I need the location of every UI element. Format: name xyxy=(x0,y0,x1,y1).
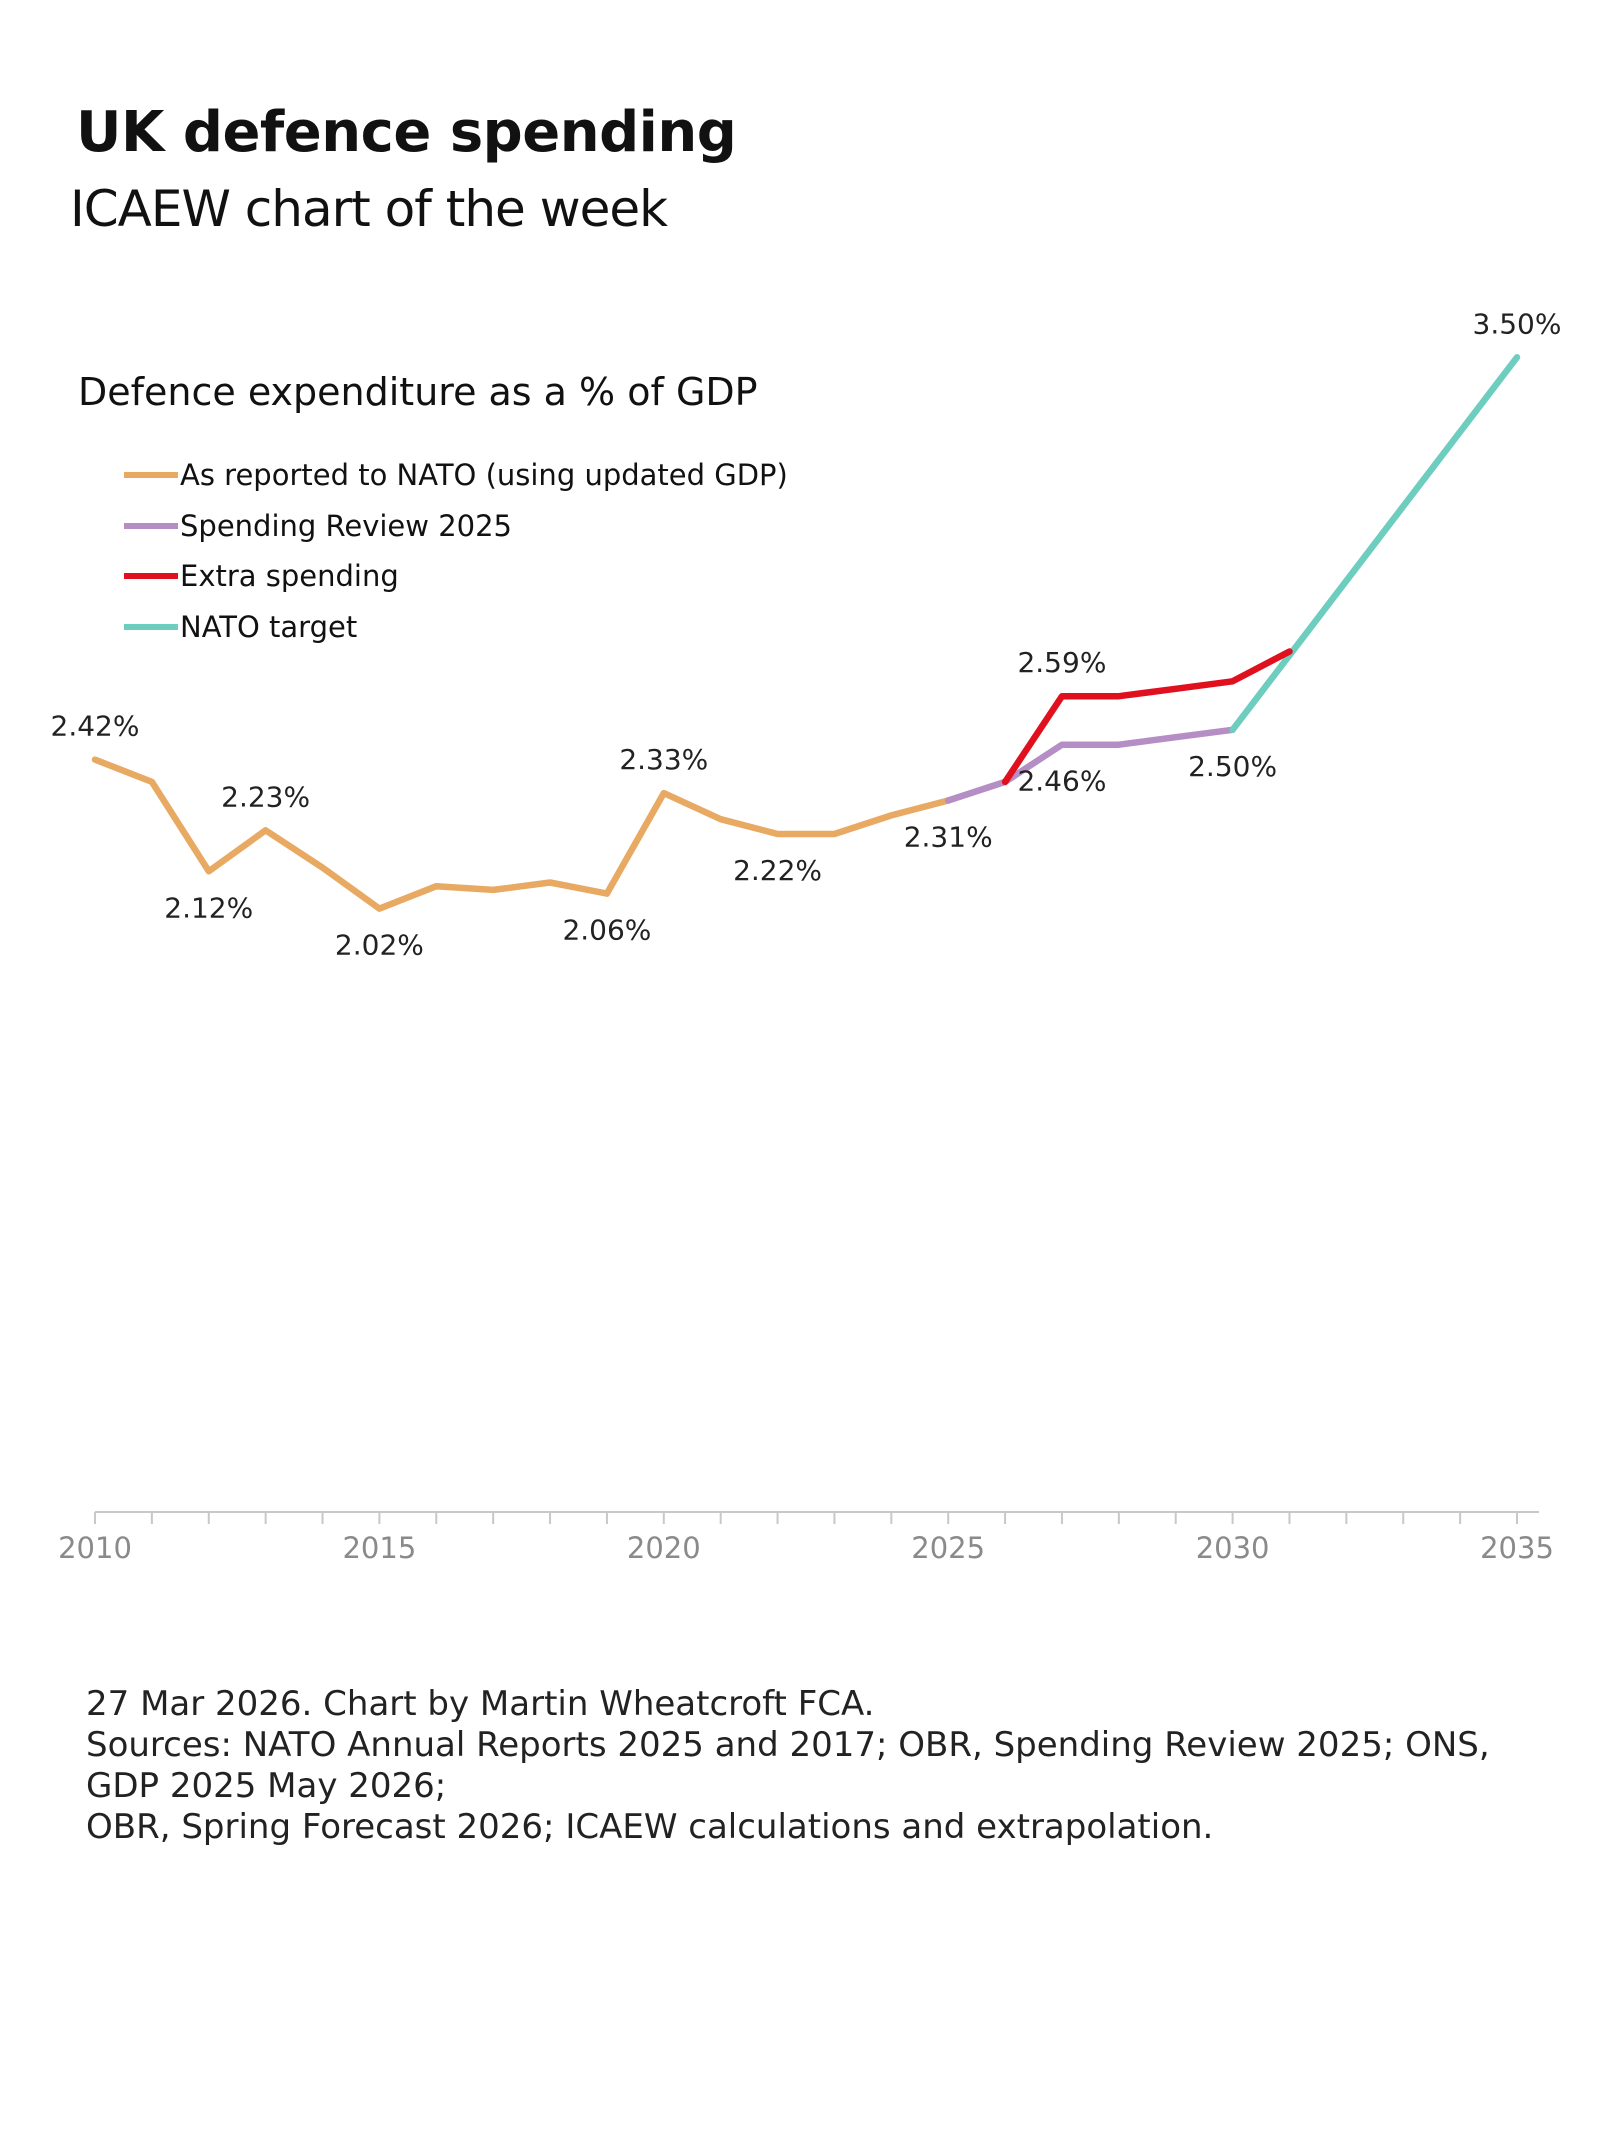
data-label: 2.42% xyxy=(51,710,140,743)
data-label: 2.02% xyxy=(335,929,424,962)
footer-sources-continued: OBR, Spring Forecast 2026; ICAEW calcula… xyxy=(86,1807,1214,1847)
page-subtitle: ICAEW chart of the week xyxy=(70,180,668,238)
legend-label: NATO target xyxy=(180,609,358,644)
data-label: 3.50% xyxy=(1473,307,1562,340)
chart-footer: 27 Mar 2026. Chart by Martin Wheatcroft … xyxy=(86,1684,1516,1848)
legend-item-spending-review: Spending Review 2025 xyxy=(124,501,788,552)
x-tick-label: 2025 xyxy=(911,1531,985,1565)
data-label: 2.22% xyxy=(733,854,822,887)
series-line xyxy=(91,756,952,912)
series-line xyxy=(1001,648,1293,786)
legend-label: As reported to NATO (using updated GDP) xyxy=(180,458,788,493)
footer-sources: Sources: NATO Annual Reports 2025 and 20… xyxy=(86,1725,1490,1806)
series-line xyxy=(1229,354,1521,734)
footer-date-credit: 27 Mar 2026. Chart by Martin Wheatcroft … xyxy=(86,1684,875,1724)
data-label: 2.06% xyxy=(562,914,651,947)
series-line xyxy=(944,726,1236,804)
data-label: 2.50% xyxy=(1188,750,1277,783)
chart-title: Defence expenditure as a % of GDP xyxy=(78,370,758,414)
x-tick-label: 2030 xyxy=(1196,1531,1270,1565)
data-label: 2.23% xyxy=(221,780,310,813)
chart-legend: As reported to NATO (using updated GDP) … xyxy=(124,450,788,652)
data-label: 2.31% xyxy=(904,821,993,854)
legend-item-nato-reported: As reported to NATO (using updated GDP) xyxy=(124,450,788,501)
legend-swatch xyxy=(124,472,178,479)
data-label: 2.12% xyxy=(164,891,253,924)
x-tick-label: 2015 xyxy=(342,1531,416,1565)
legend-swatch xyxy=(124,623,178,630)
x-tick-label: 2035 xyxy=(1480,1531,1554,1565)
legend-item-extra-spending: Extra spending xyxy=(124,551,788,602)
legend-label: Extra spending xyxy=(180,559,399,594)
x-tick-label: 2010 xyxy=(58,1531,132,1565)
legend-item-nato-target: NATO target xyxy=(124,602,788,653)
legend-swatch xyxy=(124,522,178,529)
data-label: 2.46% xyxy=(1017,765,1106,798)
line-chart: 2010 2015 2020 2025 2030 2035 2.42% 2.12% 2.23% 2… xyxy=(51,307,1562,1565)
x-tick-label: 2020 xyxy=(627,1531,701,1565)
data-label: 2.59% xyxy=(1017,646,1106,679)
legend-label: Spending Review 2025 xyxy=(180,508,512,543)
page-title: UK defence spending xyxy=(76,100,737,165)
data-label: 2.33% xyxy=(619,743,708,776)
legend-swatch xyxy=(124,573,178,580)
